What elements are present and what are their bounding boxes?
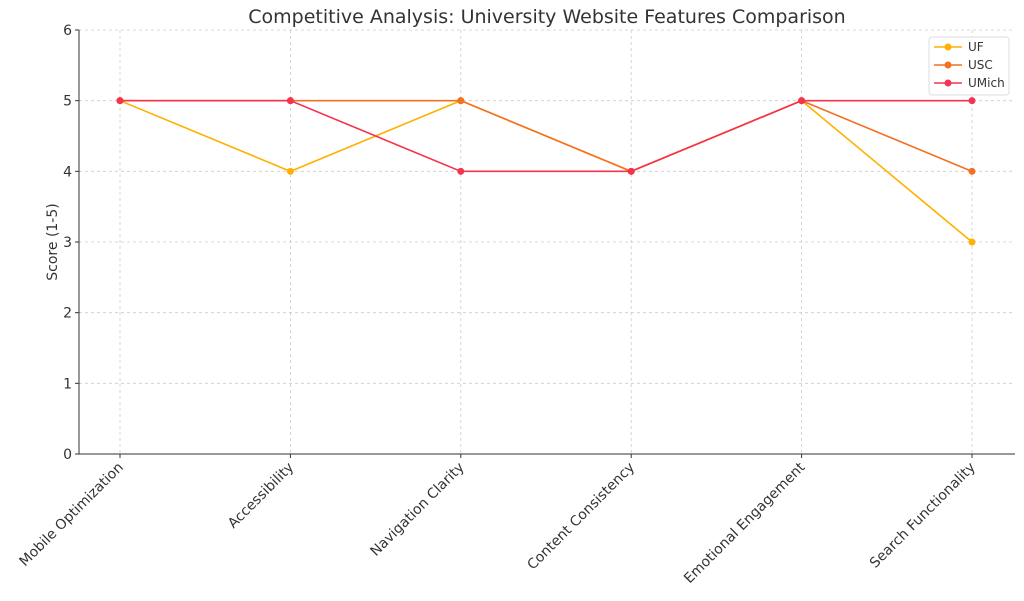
data-point-umich: [968, 97, 976, 105]
data-point-uf: [968, 238, 976, 246]
data-point-umich: [627, 167, 635, 175]
legend-swatch-marker: [944, 43, 952, 51]
x-tick-label: Search Functionality: [867, 460, 979, 572]
x-tick-label: Mobile Optimization: [17, 460, 127, 570]
data-point-usc: [457, 97, 465, 105]
legend-label: UF: [968, 40, 984, 54]
series-line-umich: [120, 99, 972, 173]
legend-label: USC: [968, 58, 993, 72]
y-tick-label: 4: [63, 164, 72, 180]
y-axis-label: Score (1-5): [45, 203, 61, 280]
grid: [79, 29, 1015, 455]
y-tick-label: 1: [63, 376, 72, 392]
y-tick-label: 3: [63, 235, 72, 251]
data-point-umich: [286, 97, 294, 105]
data-point-umich: [798, 97, 806, 105]
data-point-umich: [457, 167, 465, 175]
x-tick-label: Accessibility: [225, 460, 297, 532]
y-tick-label: 5: [63, 94, 72, 110]
data-point-umich: [116, 97, 124, 105]
y-tick-label: 2: [63, 306, 72, 322]
legend-swatch-marker: [944, 61, 952, 69]
y-tick-label: 0: [63, 447, 72, 463]
x-tick-label: Emotional Engagement: [681, 459, 809, 587]
x-tick-label: Navigation Clarity: [367, 460, 467, 560]
series-group: [116, 97, 976, 246]
legend-label: UMich: [968, 76, 1005, 90]
x-tick-label: Content Consistency: [524, 460, 638, 574]
axes: 0 1 2 3 4 5 6 Mobile Optimization Accessibility N…: [17, 23, 1015, 587]
data-point-usc: [968, 167, 976, 175]
data-point-uf: [286, 167, 294, 175]
y-tick-label: 6: [63, 23, 72, 39]
legend: UF USC UMich: [928, 36, 1010, 96]
chart-title: Competitive Analysis: University Website…: [248, 6, 845, 28]
legend-swatch-marker: [944, 79, 952, 87]
